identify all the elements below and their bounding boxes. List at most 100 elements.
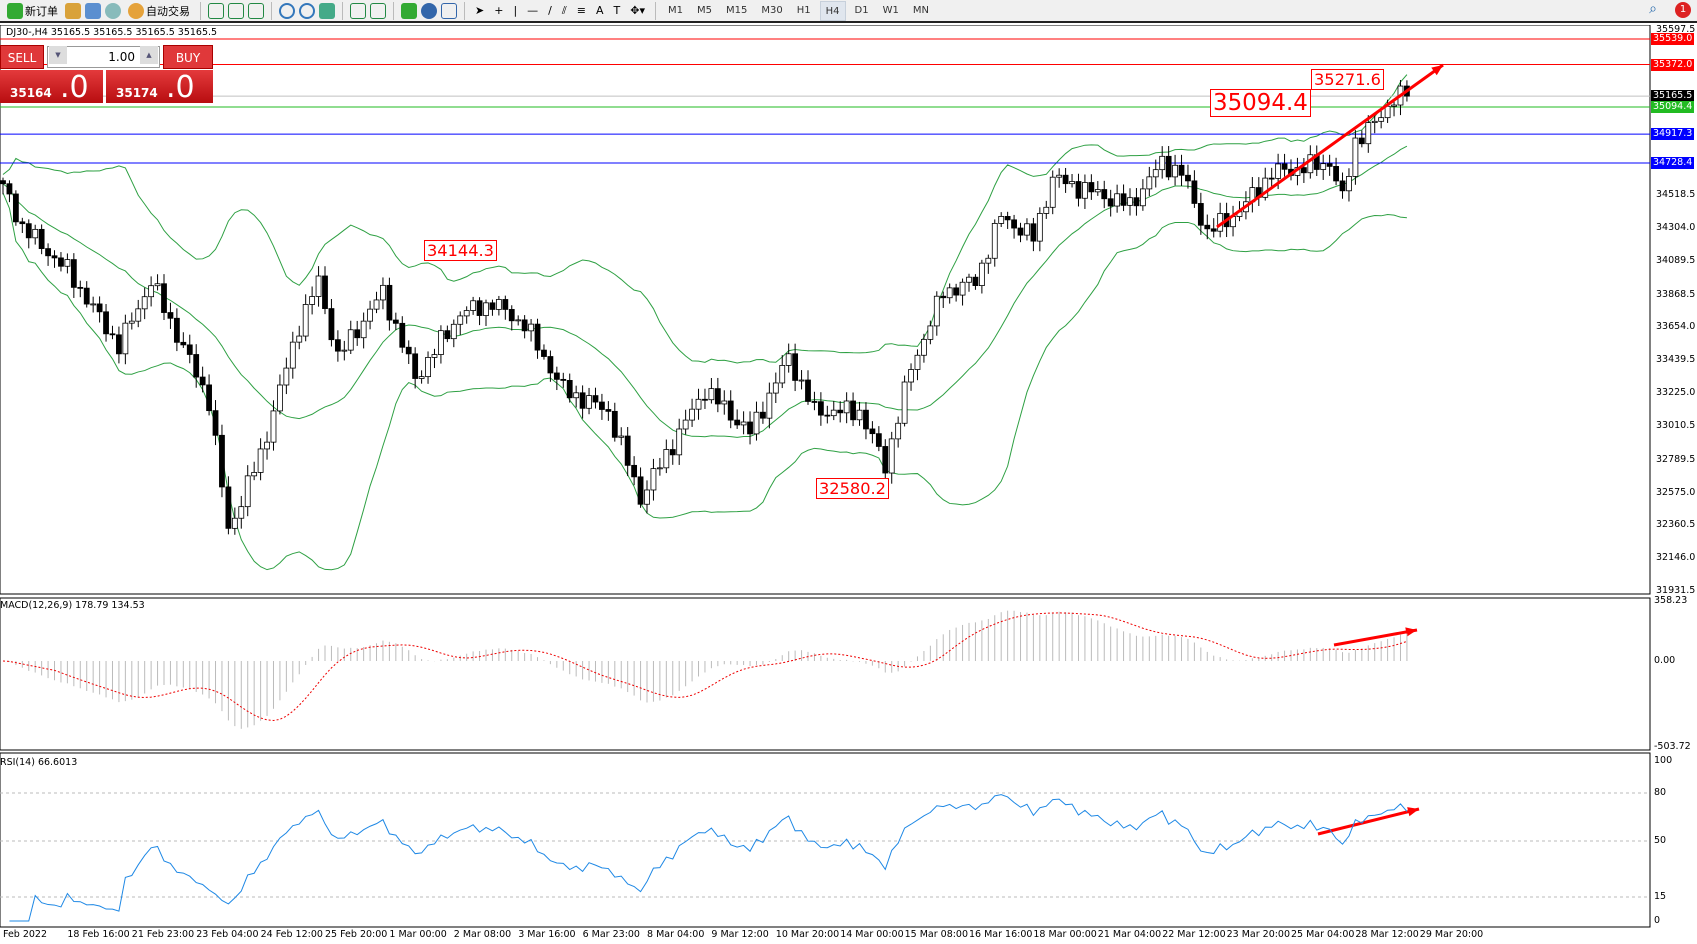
zoom-out-icon[interactable]: [299, 2, 315, 19]
sell-button[interactable]: SELL: [0, 45, 44, 69]
horizontal-line-icon[interactable]: —: [527, 4, 539, 17]
indicators-icon[interactable]: [401, 2, 417, 19]
candle-body: [824, 414, 831, 417]
price-axis-label: 32146.0: [1656, 552, 1696, 564]
candle-body: [875, 433, 882, 447]
candle-body: [128, 320, 135, 324]
candle-body: [515, 319, 522, 322]
price-axis-label: 33868.5: [1656, 288, 1696, 300]
text-icon[interactable]: A: [596, 4, 604, 17]
auto-trading-button[interactable]: 自动交易: [125, 1, 193, 21]
timeframe-m15[interactable]: M15: [726, 4, 748, 16]
price-level-tag: 34728.4: [1651, 156, 1695, 169]
timeframe-m1[interactable]: M1: [668, 4, 684, 16]
macd-trend-arrow-head: [1405, 627, 1417, 637]
candle-body: [122, 322, 129, 355]
candle-body: [656, 467, 663, 470]
sell-price-box[interactable]: 35164 .0: [0, 70, 103, 105]
chart-canvas[interactable]: [0, 25, 1697, 944]
timeframe-m5[interactable]: M5: [697, 4, 713, 16]
candle-body: [1281, 163, 1288, 170]
candle-body: [882, 446, 889, 474]
candle-body: [96, 303, 103, 313]
buy-button[interactable]: BUY: [163, 45, 213, 69]
candle-body: [631, 464, 638, 478]
line-chart-icon[interactable]: [248, 2, 264, 19]
timeframe-w1[interactable]: W1: [882, 4, 899, 16]
candle-body: [811, 401, 818, 403]
macd-signal-line: [2, 612, 1408, 722]
candle-body: [579, 392, 586, 409]
bar-chart-icon[interactable]: [208, 2, 224, 19]
candle-body: [753, 411, 760, 435]
arrows-icon[interactable]: ✥▾: [630, 4, 646, 17]
candle-body: [109, 333, 116, 336]
periods-icon[interactable]: [421, 2, 437, 19]
candle-body: [1172, 164, 1178, 178]
candle-body: [1320, 163, 1327, 170]
metaeditor-icon[interactable]: [65, 2, 81, 19]
equidistant-channel-icon[interactable]: ⫽: [561, 3, 567, 17]
candle-body: [1191, 180, 1198, 204]
candle-body: [901, 381, 908, 424]
candle-body: [946, 287, 953, 299]
timeframe-mn[interactable]: MN: [912, 4, 929, 16]
rsi-axis-label: 0: [1654, 915, 1661, 926]
time-axis-label: Feb 2022: [3, 929, 48, 940]
search-icon[interactable]: ⌕: [1649, 1, 1657, 17]
text-label-icon[interactable]: T: [613, 4, 621, 17]
timeframe-h4[interactable]: H4: [819, 0, 846, 21]
candle-body: [727, 400, 734, 421]
lot-decrease-button[interactable]: ▼: [49, 46, 67, 64]
candle-body: [231, 517, 238, 529]
fibonacci-icon[interactable]: ≡: [576, 4, 586, 17]
candle-body: [83, 287, 90, 305]
candle-body: [747, 421, 753, 435]
candle-body: [1049, 176, 1056, 208]
timeframe-m30[interactable]: M30: [761, 4, 783, 16]
timeframe-h1[interactable]: H1: [796, 4, 811, 16]
candle-body: [1094, 189, 1101, 193]
time-axis-label: 21 Mar 04:00: [1097, 929, 1162, 940]
notification-badge[interactable]: 1: [1675, 2, 1691, 18]
candle-body: [328, 308, 335, 341]
vertical-line-icon[interactable]: |: [513, 4, 518, 17]
chart-shift-icon[interactable]: [370, 2, 386, 19]
candle-body: [116, 334, 122, 355]
price-level-tag: 35165.5: [1651, 90, 1695, 103]
crosshair-icon[interactable]: +: [494, 4, 504, 17]
candle-body: [257, 448, 264, 473]
candle-body: [1062, 174, 1069, 185]
candle-body: [695, 398, 702, 410]
candle-body: [289, 341, 296, 369]
lot-size-input[interactable]: 1.00: [47, 46, 160, 68]
terminal-icon[interactable]: [85, 2, 101, 19]
new-order-button[interactable]: 新订单: [4, 1, 61, 21]
candle-body: [212, 410, 219, 436]
trendline-icon[interactable]: /: [548, 4, 552, 17]
tile-windows-icon[interactable]: [319, 2, 335, 19]
cursor-icon[interactable]: ➤: [475, 4, 485, 17]
candle-body: [270, 410, 277, 443]
candle-body: [676, 428, 683, 456]
price-level-tag: 35372.0: [1651, 58, 1695, 71]
templates-icon[interactable]: [441, 2, 457, 19]
candlestick-icon[interactable]: [228, 2, 244, 19]
candle-body: [186, 344, 193, 355]
autoscroll-icon[interactable]: [350, 2, 366, 19]
timeframe-d1[interactable]: D1: [854, 4, 869, 16]
bollinger-lower: [2, 192, 1407, 571]
candle-body: [450, 323, 457, 340]
candle-body: [605, 409, 612, 412]
candle-body: [296, 335, 303, 343]
candle-body: [689, 408, 695, 421]
buy-price-box[interactable]: 35174 .0: [106, 70, 213, 105]
candle-body: [476, 300, 483, 316]
candle-body: [669, 449, 676, 456]
zoom-in-icon[interactable]: [279, 2, 295, 19]
price-axis-label: 33654.0: [1656, 321, 1696, 333]
candle-body: [547, 356, 554, 374]
lot-increase-button[interactable]: ▲: [140, 46, 158, 64]
candle-body: [663, 449, 670, 469]
signals-icon[interactable]: [105, 2, 121, 19]
